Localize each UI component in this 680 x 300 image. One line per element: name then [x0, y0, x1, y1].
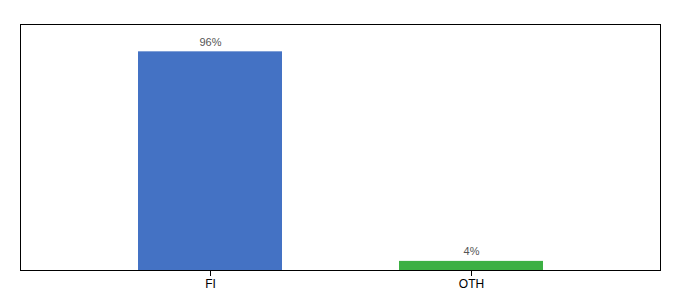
- svg-text:FI: FI: [205, 277, 216, 291]
- svg-text:96%: 96%: [199, 36, 221, 48]
- svg-text:OTH: OTH: [459, 277, 484, 291]
- svg-text:4%: 4%: [464, 245, 480, 257]
